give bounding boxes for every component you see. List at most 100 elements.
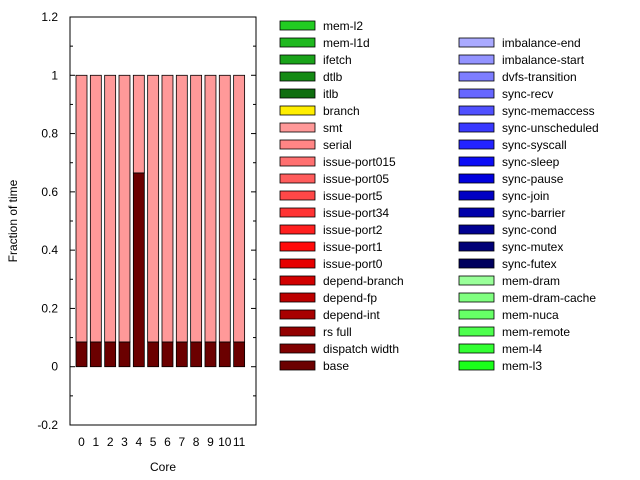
legend-label: serial [323,138,352,152]
bar-segment-base [190,341,203,368]
legend-label: mem-nuca [502,308,559,322]
legend-label: sync-unscheduled [502,121,599,135]
x-tick-label: 3 [121,435,128,449]
legend-label: base [323,359,349,373]
bar-segment-smt [104,74,117,343]
bar-segment-base [118,341,131,368]
legend-label: issue-port1 [323,240,383,254]
legend-label: mem-l4 [502,342,542,356]
y-tick-label: 0 [51,360,58,374]
legend-swatch [458,190,495,201]
legend-label: imbalance-start [502,53,585,67]
legend-swatch [279,258,316,269]
legend-label: depend-int [323,308,380,322]
legend-label: dvfs-transition [502,70,577,84]
legend-label: sync-memaccess [502,104,595,118]
bar-segment-smt [132,74,145,174]
legend-label: mem-l1d [323,36,370,50]
bar-segment-smt [147,74,160,343]
legend-label: dtlb [323,70,343,84]
y-tick-label: -0.2 [37,418,58,432]
plot-frame [69,16,257,426]
y-tick-label: 0.8 [41,127,58,141]
legend-swatch [279,275,316,286]
legend-swatch [279,88,316,99]
legend-swatch [279,122,316,133]
legend-label: mem-dram [502,274,560,288]
bar-segment-base [175,341,188,368]
legend-swatch [458,309,495,320]
bars [75,74,246,368]
legend-swatch [279,54,316,65]
legend-swatch [279,241,316,252]
legend-swatch [458,139,495,150]
x-tick-label: 0 [78,435,85,449]
x-tick-label: 4 [135,435,142,449]
legend-swatch [458,71,495,82]
legend-swatch [458,105,495,116]
y-tick-label: 1 [51,68,58,82]
bar-segment-smt [204,74,217,343]
y-axis-label: Fraction of time [6,179,20,262]
x-tick-label: 7 [178,435,185,449]
legend-label: depend-branch [323,274,404,288]
legend-label: mem-l3 [502,359,542,373]
legend-label: mem-dram-cache [502,291,596,305]
legend-label: issue-port0 [323,257,383,271]
legend-swatch [279,292,316,303]
x-tick-label: 8 [193,435,200,449]
legend-swatch [279,190,316,201]
bar-segment-smt [118,74,131,343]
legend-swatch [458,207,495,218]
bar-segment-smt [89,74,102,343]
legend-swatch [458,258,495,269]
legend-swatch [458,241,495,252]
x-tick-label: 10 [218,435,232,449]
legend-swatch [458,343,495,354]
legend-label: sync-sleep [502,155,560,169]
legend-swatch [279,207,316,218]
legend-label: issue-port34 [323,206,389,220]
legend-label: mem-l2 [323,19,363,33]
x-axis-label: Core [150,460,176,474]
legend-label: issue-port015 [323,155,396,169]
legend-swatch [458,292,495,303]
legend-label: sync-cond [502,223,557,237]
legend-label: dispatch width [323,342,399,356]
bar-segment-base [161,341,174,368]
legend-label: sync-join [502,189,549,203]
legend-label: issue-port05 [323,172,389,186]
legend-swatch [279,37,316,48]
tick-labels: -0.200.20.40.60.811.20 1 2 3 4 5 6 7 8 9 10 11 [37,10,245,449]
bar-segment-smt [233,74,246,343]
bar-segment-base [89,341,102,368]
y-tick-label: 0.2 [41,301,58,315]
bar-segment-base [218,341,231,368]
legend-label: sync-recv [502,87,553,101]
legend-label: sync-syscall [502,138,567,152]
bar-segment-smt [75,74,88,343]
bar-segment-base [75,341,88,368]
legend-swatch [279,326,316,337]
legend-label: smt [323,121,343,135]
legend-swatch [279,173,316,184]
legend-swatch [279,156,316,167]
legend-swatch [458,156,495,167]
bar-segment-base [104,341,117,368]
legend-swatch [279,20,316,31]
legend-swatch [279,105,316,116]
legend-label: sync-futex [502,257,557,271]
legend-swatch [458,122,495,133]
legend-swatch [458,37,495,48]
legend-swatch [458,360,495,371]
y-tick-label: 1.2 [41,10,58,24]
legend-label: mem-remote [502,325,570,339]
legend-label: itlb [323,87,339,101]
legend-label: sync-pause [502,172,564,186]
legend: mem-l2 mem-l1d ifetch dtlb itlb branch smt seri… [279,19,599,373]
x-tick-label: 6 [164,435,171,449]
y-tick-label: 0.4 [41,243,58,257]
legend-label: sync-barrier [502,206,565,220]
bar-segment-smt [190,74,203,343]
